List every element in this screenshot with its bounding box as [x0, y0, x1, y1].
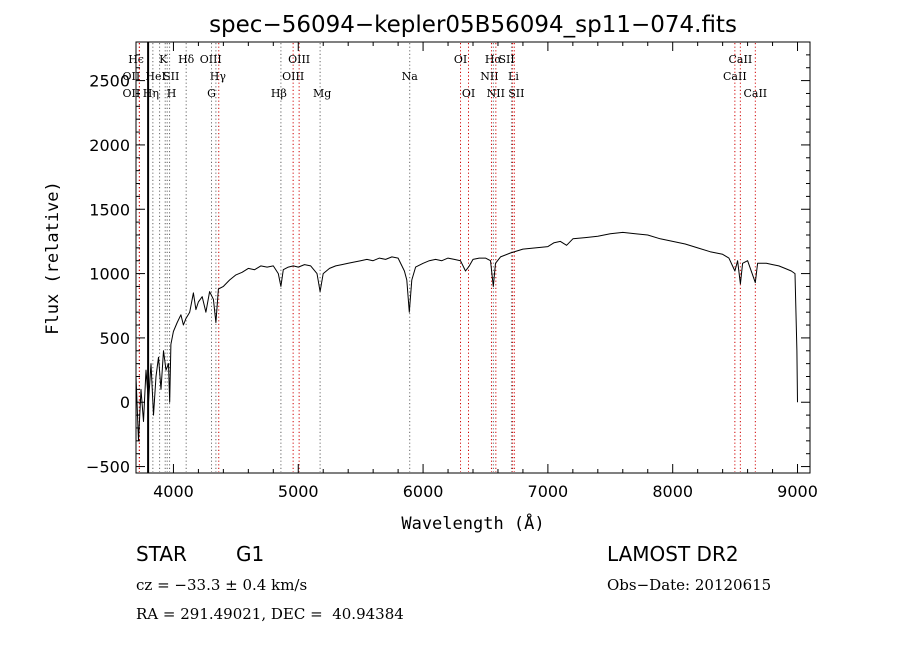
object-type: STAR: [136, 542, 187, 566]
y-tick-label: 2000: [89, 136, 130, 155]
line-label: CaII: [723, 70, 747, 83]
line-label: Hη: [143, 87, 159, 100]
redshift-cz: cz = −33.3 ± 0.4 km/s: [136, 576, 308, 594]
x-tick-label: 9000: [777, 482, 818, 501]
line-label: OIII: [288, 53, 310, 66]
line-label: Hδ: [178, 53, 195, 66]
line-label: CaII: [743, 87, 767, 100]
line-label: SII: [163, 70, 179, 83]
spectrum-line: [135, 231, 798, 442]
y-tick-label: 500: [99, 329, 130, 348]
axes: 4000 5000 6000 7000 8000 9000 −500 0 500 1000 1500…: [86, 42, 818, 501]
y-tick-label: 1000: [89, 265, 130, 284]
y-axis-label: Flux (relative): [43, 181, 63, 335]
y-tick-label: 2500: [89, 72, 130, 91]
line-label: Hα: [485, 53, 503, 66]
chart-title: spec−56094−kepler05B56094_sp11−074.fits: [209, 12, 737, 38]
line-label: K: [159, 53, 168, 66]
line-label: G: [207, 87, 216, 100]
survey-name: LAMOST DR2: [607, 542, 739, 566]
line-label: Hβ: [271, 87, 287, 100]
y-tick-label: 1500: [89, 200, 130, 219]
line-label: NII: [487, 87, 505, 100]
line-label: NII: [480, 70, 498, 83]
plot-area: [135, 231, 798, 442]
x-tick-label: 5000: [278, 482, 319, 501]
line-label: HeI: [145, 70, 165, 83]
line-label: OIII: [282, 70, 304, 83]
line-label: Hγ: [210, 70, 227, 83]
subclass: G1: [236, 542, 265, 566]
y-tick-label: 0: [120, 393, 130, 412]
line-label: OI: [454, 53, 467, 66]
y-tick-label: −500: [86, 458, 130, 477]
x-tick-label: 8000: [652, 482, 693, 501]
x-axis-label: Wavelength (Å): [401, 512, 544, 534]
line-label: OI: [462, 87, 475, 100]
line-label: CaII: [729, 53, 753, 66]
x-tick-label: 7000: [528, 482, 569, 501]
line-label: H: [167, 87, 177, 100]
line-label: Mg: [313, 87, 331, 100]
plot-frame: [135, 41, 811, 474]
coordinates: RA = 291.49021, DEC = 40.94384: [136, 605, 404, 623]
line-label: SII: [498, 53, 514, 66]
line-label: OIII: [200, 53, 222, 66]
line-label: Na: [402, 70, 419, 83]
line-label: SII: [508, 87, 524, 100]
x-tick-label: 6000: [403, 482, 444, 501]
x-tick-label: 4000: [153, 482, 194, 501]
obs-date: Obs−Date: 20120615: [607, 576, 772, 594]
line-label: Li: [508, 70, 519, 83]
